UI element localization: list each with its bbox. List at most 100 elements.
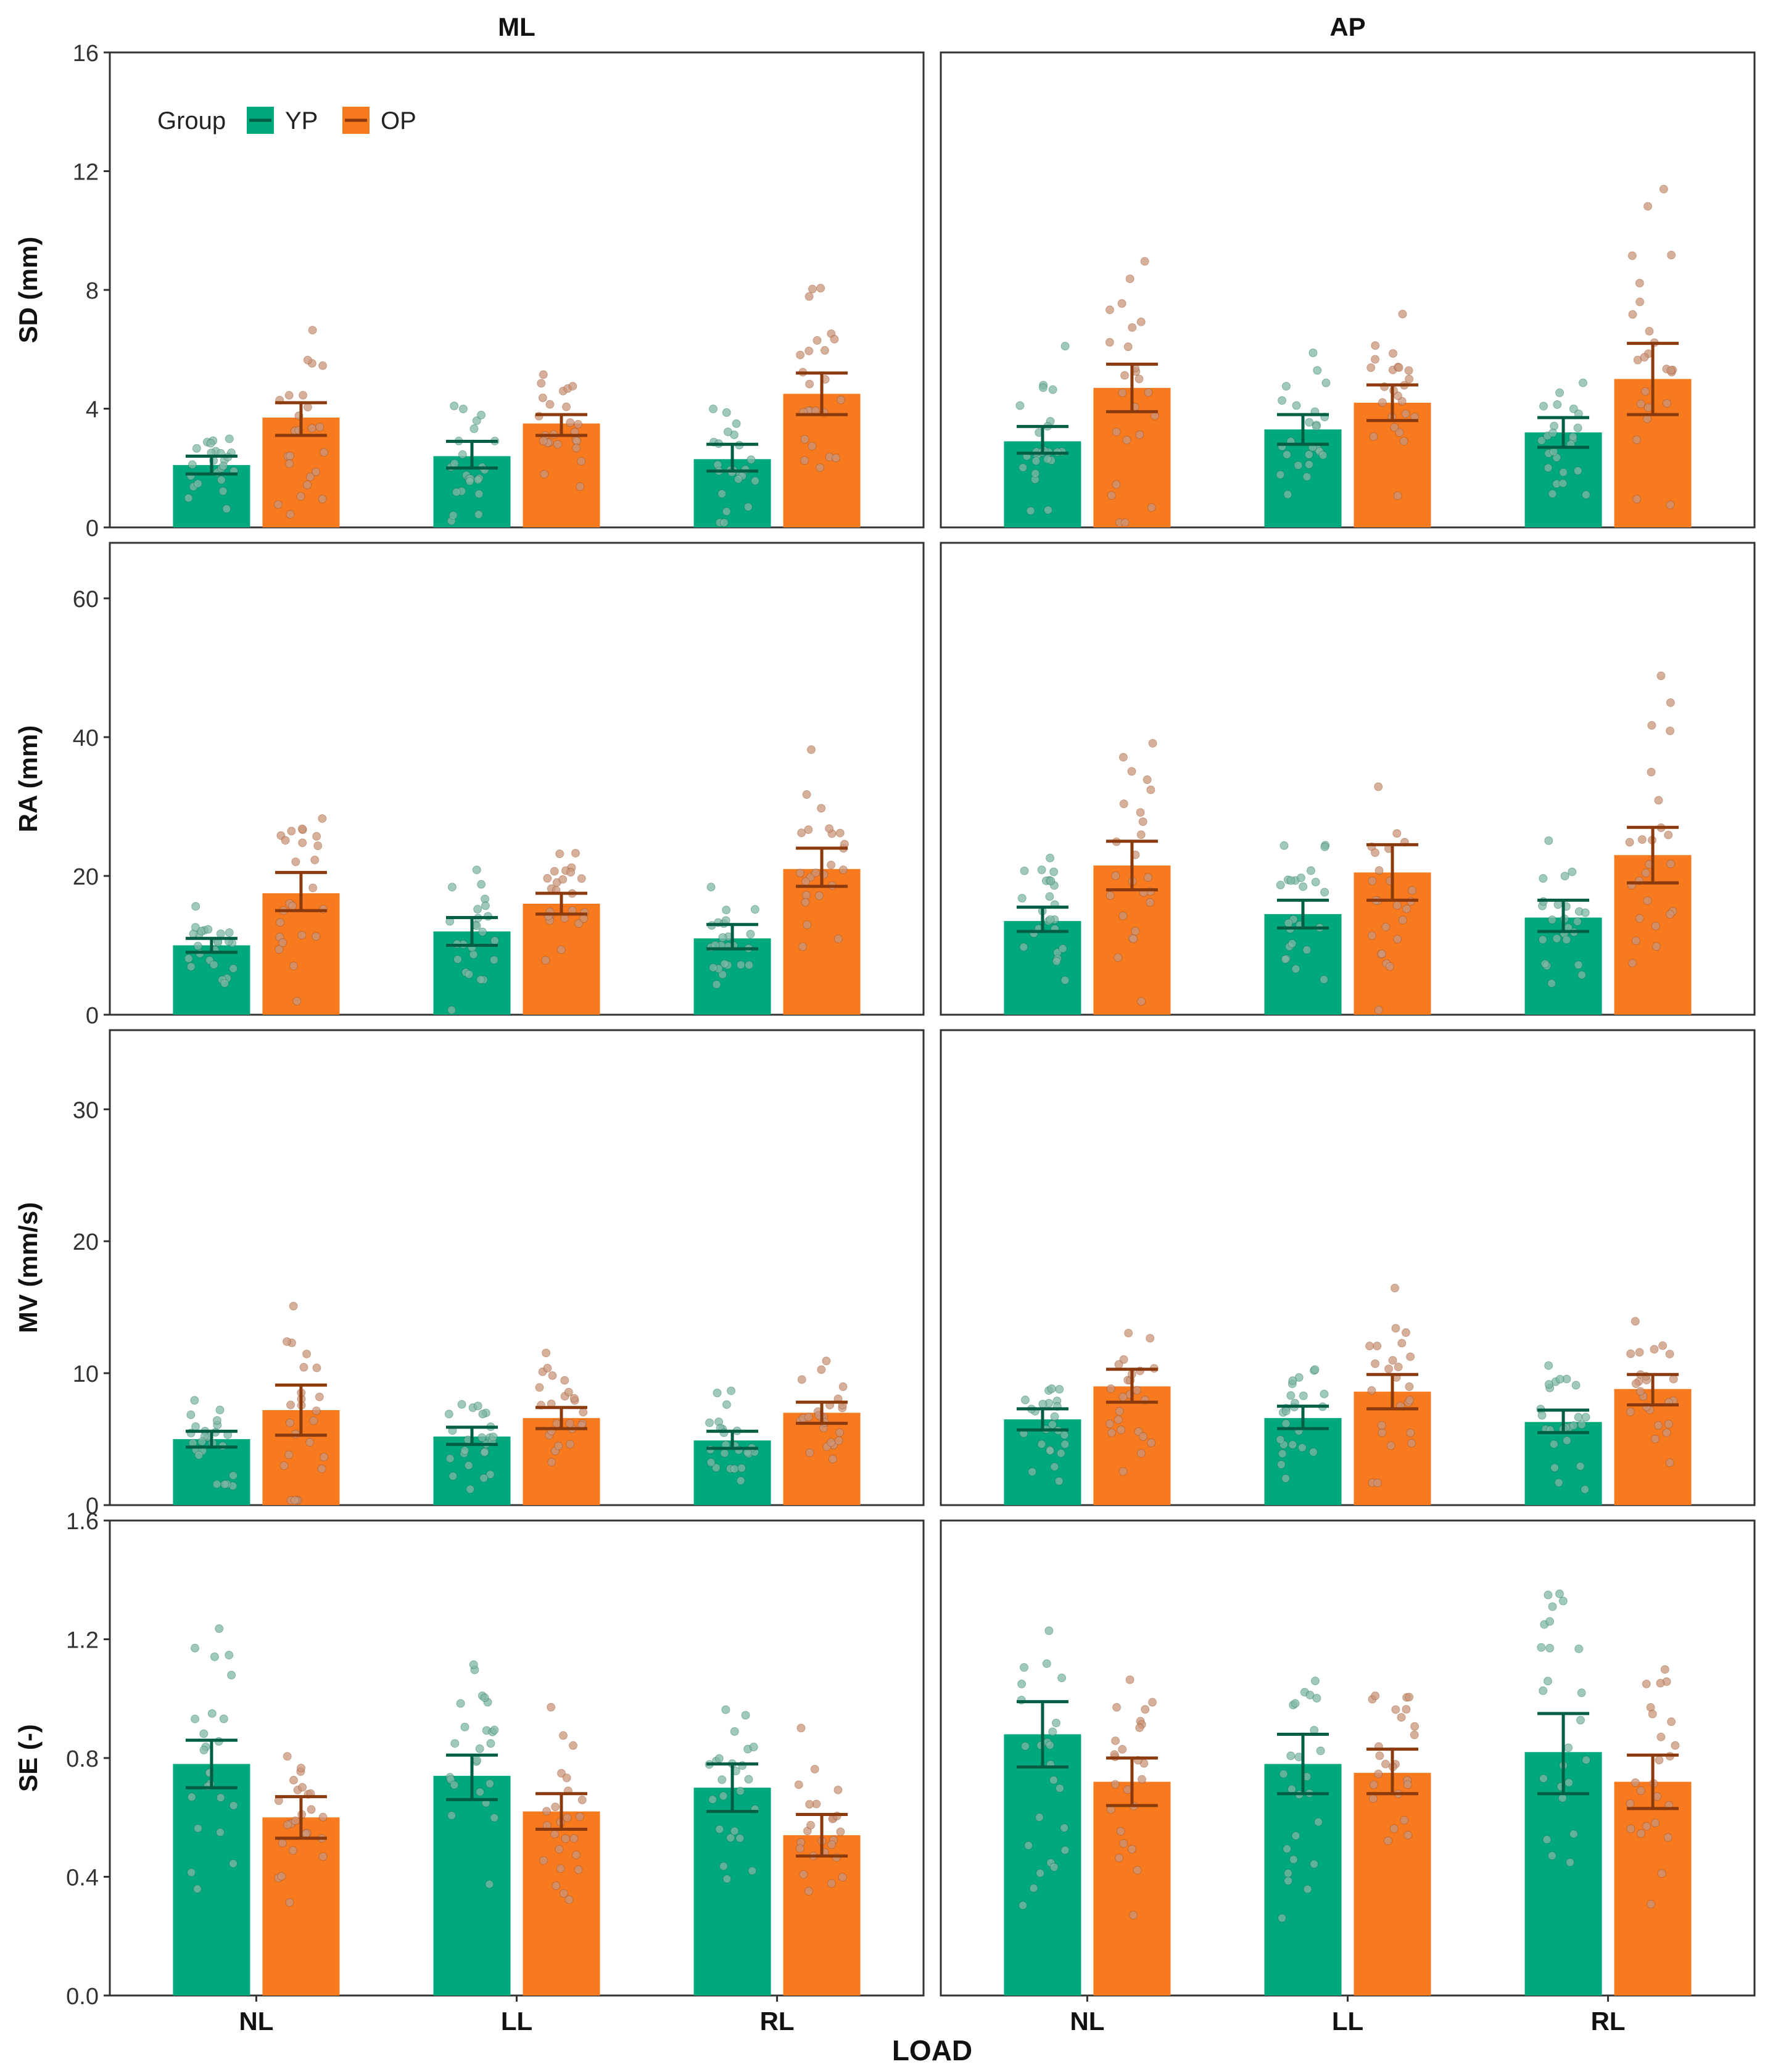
bar-op: [523, 1811, 600, 1996]
data-point-yp: [1577, 1420, 1587, 1429]
data-point-op: [320, 448, 329, 457]
data-point-op: [1110, 1780, 1120, 1789]
data-point-yp: [456, 1699, 465, 1708]
data-point-yp: [1308, 1447, 1318, 1456]
panel-border: [109, 51, 925, 529]
data-point-op: [574, 919, 584, 928]
data-point-op: [820, 346, 829, 355]
data-point-yp: [445, 1454, 455, 1463]
data-point-op: [579, 1408, 588, 1417]
data-point-yp: [478, 1410, 487, 1419]
data-point-yp: [1286, 1751, 1296, 1760]
data-point-yp: [1545, 1643, 1555, 1653]
data-point-yp: [220, 979, 229, 988]
data-point-op: [1147, 1438, 1156, 1448]
data-point-op: [1112, 427, 1121, 437]
data-point-yp: [735, 1833, 745, 1843]
bar-yp: [1004, 1419, 1081, 1505]
data-point-yp: [1574, 1413, 1583, 1422]
data-point-yp: [1048, 385, 1057, 394]
data-point-yp: [187, 1793, 196, 1802]
data-point-yp: [1024, 1841, 1033, 1850]
data-point-yp: [475, 1744, 484, 1753]
facet-label-ml: ML: [498, 12, 535, 41]
data-point-op: [1143, 873, 1152, 882]
data-point-op: [1119, 799, 1128, 809]
y-tick-label: 16: [73, 41, 99, 67]
data-point-op: [1111, 871, 1120, 880]
data-point-op: [566, 418, 575, 427]
data-point-op: [577, 1795, 587, 1804]
data-point-op: [1381, 922, 1391, 931]
data-point-op: [318, 1812, 328, 1822]
data-point-op: [285, 1898, 294, 1907]
data-point-op: [1127, 767, 1136, 776]
data-point-op: [1390, 423, 1399, 432]
data-point-yp: [1055, 1385, 1064, 1394]
data-point-yp: [188, 460, 197, 469]
data-point-yp: [1042, 1659, 1051, 1668]
data-point-op: [542, 1348, 551, 1358]
data-point-yp: [720, 959, 729, 968]
data-point-op: [1129, 1910, 1138, 1920]
data-point-op: [836, 1827, 845, 1836]
data-point-op: [318, 1852, 328, 1861]
data-point-op: [808, 284, 817, 294]
data-point-op: [1365, 1342, 1374, 1351]
data-point-op: [289, 1775, 298, 1785]
data-point-op: [1138, 817, 1147, 827]
data-point-op: [1106, 1384, 1115, 1393]
data-point-op: [1111, 1736, 1120, 1746]
data-point-yp: [1320, 842, 1329, 851]
data-point-yp: [229, 1801, 238, 1810]
data-point-op: [551, 1802, 560, 1812]
data-point-yp: [1029, 1884, 1038, 1893]
data-point-yp: [191, 1643, 200, 1653]
data-point-yp: [486, 1470, 495, 1479]
data-point-op: [1660, 1665, 1669, 1674]
data-point-yp: [1038, 1400, 1048, 1409]
x-tick-label-ll: LL: [501, 2007, 532, 2036]
data-point-op: [1146, 1334, 1155, 1343]
bar-op: [523, 1418, 600, 1505]
data-point-yp: [1574, 960, 1583, 970]
data-point-op: [1403, 1780, 1412, 1789]
data-point-yp: [476, 410, 486, 419]
data-point-op: [284, 1450, 294, 1459]
data-point-yp: [732, 419, 741, 428]
data-point-yp: [1305, 418, 1314, 427]
data-point-op: [1392, 901, 1402, 910]
data-point-op: [1120, 371, 1130, 380]
data-point-yp: [1020, 1741, 1030, 1751]
data-point-yp: [1312, 422, 1321, 431]
data-point-op: [1388, 1356, 1397, 1365]
data-point-op: [1105, 1419, 1114, 1429]
data-point-op: [299, 390, 308, 400]
data-point-yp: [192, 444, 201, 453]
data-point-op: [307, 424, 316, 433]
bar-yp: [433, 1436, 511, 1505]
data-point-op: [1374, 866, 1384, 875]
data-point-op: [555, 849, 564, 859]
data-point-yp: [1276, 1435, 1285, 1444]
data-point-op: [1632, 435, 1642, 444]
data-point-op: [1371, 848, 1380, 857]
data-point-op: [1137, 997, 1146, 1006]
data-point-op: [1402, 904, 1411, 914]
data-point-op: [1115, 1854, 1124, 1863]
data-point-yp: [1573, 917, 1582, 926]
data-point-yp: [469, 950, 478, 959]
data-point-op: [816, 284, 825, 293]
data-point-op: [1666, 859, 1676, 869]
data-point-yp: [1060, 1440, 1070, 1449]
data-point-op: [1636, 1786, 1645, 1795]
data-point-op: [1374, 782, 1383, 791]
data-point-op: [1667, 250, 1676, 260]
data-point-yp: [1539, 874, 1548, 883]
y-tick-label: 10: [73, 1361, 99, 1387]
data-point-op: [571, 849, 580, 858]
data-point-yp: [1283, 490, 1292, 499]
data-point-op: [1403, 1831, 1413, 1840]
data-point-op: [1112, 480, 1121, 489]
data-point-op: [1116, 1826, 1125, 1836]
